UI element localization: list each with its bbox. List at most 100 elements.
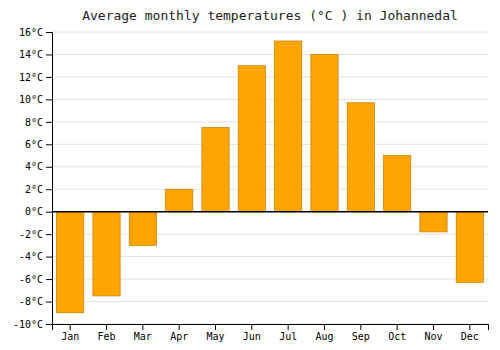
x-axis-line xyxy=(53,325,489,331)
x-tick-mark xyxy=(469,324,470,330)
bar xyxy=(166,189,193,211)
x-tick: Mar xyxy=(134,324,152,342)
grid-line xyxy=(52,76,488,77)
title: Average monthly temperatures (°C ) in Jo… xyxy=(82,8,458,23)
bar xyxy=(456,212,483,283)
y-tick: 2°C xyxy=(25,184,52,195)
y-tick-mark xyxy=(46,212,52,213)
y-tick-label: 10°C xyxy=(19,94,43,105)
x-tick: Feb xyxy=(97,324,115,342)
plot: -10°C -8°C -6°C -4°C -2°C 0°C 2°C 4°C 6°C 8°C 10°C… xyxy=(13,27,489,342)
x-tick: Jun xyxy=(243,324,261,342)
y-axis-line xyxy=(46,33,53,325)
bar xyxy=(93,212,120,296)
y-tick-label: 8°C xyxy=(25,117,43,128)
x-tick: Oct xyxy=(388,324,406,342)
x-tick: May xyxy=(206,324,224,342)
y-tick: 6°C xyxy=(25,139,52,150)
x-tick: Nov xyxy=(424,324,442,342)
y-tick-label: -2°C xyxy=(19,229,43,240)
grid-line xyxy=(52,144,488,145)
y-tick: -8°C xyxy=(19,296,52,307)
x-tick-mark xyxy=(106,324,107,330)
grid xyxy=(52,32,488,324)
y-tick-mark xyxy=(46,279,52,280)
x-tick-label: Mar xyxy=(134,331,152,342)
x-tick: Aug xyxy=(315,324,333,342)
y-tick-mark xyxy=(46,234,52,235)
y-tick-label: 0°C xyxy=(25,206,43,217)
bar xyxy=(275,41,302,212)
grid-line xyxy=(52,189,488,190)
x-tick-label: May xyxy=(206,331,224,342)
x-axis: Jan Feb Mar Apr May Jun Jul Aug Sep Oct Nov Dec xyxy=(53,324,489,342)
x-tick: Apr xyxy=(170,324,188,342)
y-tick-label: 14°C xyxy=(19,49,43,60)
bar xyxy=(202,127,229,211)
x-tick-mark xyxy=(360,324,361,330)
y-axis: -10°C -8°C -6°C -4°C -2°C 0°C 2°C 4°C 6°C 8°C 10°C… xyxy=(13,27,53,330)
y-tick-mark xyxy=(46,324,52,325)
y-tick-label: -10°C xyxy=(13,319,43,330)
x-tick-mark xyxy=(397,324,398,330)
x-tick-label: Nov xyxy=(424,331,442,342)
x-tick-label: Jul xyxy=(279,331,297,342)
y-tick-label: 4°C xyxy=(25,161,43,172)
bar xyxy=(311,54,338,211)
y-tick-mark xyxy=(46,54,52,55)
x-tick-mark xyxy=(179,324,180,330)
x-tick-mark xyxy=(288,324,289,330)
x-tick: Dec xyxy=(461,324,479,342)
y-tick: 8°C xyxy=(25,117,52,128)
x-tick-mark xyxy=(215,324,216,330)
y-tick-mark xyxy=(46,302,52,303)
grid-line xyxy=(52,54,488,55)
bar xyxy=(347,103,374,212)
grid-line xyxy=(52,211,488,212)
y-tick-label: 2°C xyxy=(25,184,43,195)
y-tick: -2°C xyxy=(19,229,52,240)
y-tick-label: 12°C xyxy=(19,72,43,83)
x-tick-label: Aug xyxy=(315,331,333,342)
y-tick: 10°C xyxy=(19,94,52,105)
y-tick: -4°C xyxy=(19,251,52,262)
y-tick: 14°C xyxy=(19,49,52,60)
y-tick-mark xyxy=(46,77,52,78)
bars xyxy=(57,41,484,313)
y-tick: 4°C xyxy=(25,161,52,172)
x-tick-label: Dec xyxy=(461,331,479,342)
y-tick-mark xyxy=(46,167,52,168)
bar xyxy=(57,212,84,313)
x-tick-label: Oct xyxy=(388,331,406,342)
grid-line xyxy=(52,121,488,122)
x-tick-label: Sep xyxy=(352,331,370,342)
y-tick-mark xyxy=(46,189,52,190)
y-tick: 0°C xyxy=(25,206,52,217)
x-tick-label: Jun xyxy=(243,331,261,342)
x-tick-mark xyxy=(251,324,252,330)
bar xyxy=(384,156,411,212)
y-tick-label: -4°C xyxy=(19,251,43,262)
y-tick: 16°C xyxy=(19,27,52,38)
y-tick-mark xyxy=(46,122,52,123)
x-tick-mark xyxy=(433,324,434,330)
y-tick-mark xyxy=(46,32,52,33)
y-tick-label: 6°C xyxy=(25,139,43,150)
bar xyxy=(238,66,265,212)
x-tick: Jul xyxy=(279,324,297,342)
y-tick: 12°C xyxy=(19,72,52,83)
grid-line xyxy=(52,99,488,100)
grid-line xyxy=(52,301,488,302)
x-tick-mark xyxy=(70,324,71,330)
x-tick: Jan xyxy=(61,324,79,342)
y-tick: -10°C xyxy=(13,319,52,330)
bar xyxy=(129,212,156,246)
grid-line xyxy=(52,166,488,167)
y-tick-label: 16°C xyxy=(19,27,43,38)
x-tick-label: Apr xyxy=(170,331,188,342)
y-tick-label: -6°C xyxy=(19,274,43,285)
x-tick-mark xyxy=(142,324,143,330)
x-tick-label: Jan xyxy=(61,331,79,342)
y-tick: -6°C xyxy=(19,274,52,285)
x-tick-mark xyxy=(324,324,325,330)
